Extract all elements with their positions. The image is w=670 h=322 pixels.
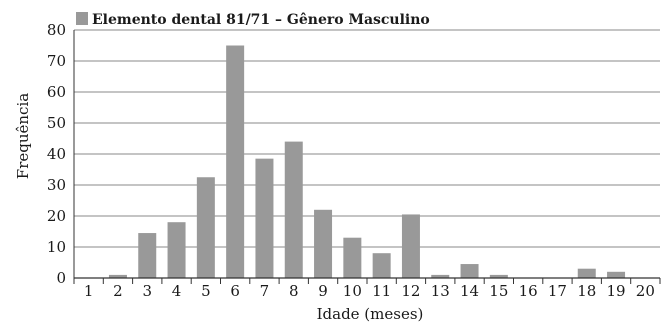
y-axis-title: Frequência: [14, 93, 32, 179]
bar: [489, 274, 508, 278]
y-tick-label: 60: [47, 83, 66, 101]
x-tick-label: 1: [84, 282, 94, 300]
legend-label: Elemento dental 81/71 – Gênero Masculino: [92, 12, 430, 28]
y-tick-label: 0: [56, 269, 66, 287]
bar: [167, 222, 186, 278]
bar: [284, 141, 303, 278]
gridlines: [74, 29, 660, 248]
x-tick-label: 17: [548, 282, 567, 300]
bar: [577, 268, 596, 278]
bar: [607, 271, 626, 278]
x-tick-label: 4: [172, 282, 182, 300]
y-tick-label: 10: [47, 238, 66, 256]
y-tick-labels: 0 10 20 30 40 50 60 70 80: [47, 21, 66, 287]
x-tick-label: 15: [489, 282, 508, 300]
x-tick-label: 6: [230, 282, 240, 300]
bar: [372, 253, 391, 278]
x-tick-label: 12: [401, 282, 420, 300]
x-tick-label: 14: [460, 282, 479, 300]
y-tick-label: 70: [47, 52, 66, 70]
x-tick-label: 2: [113, 282, 123, 300]
x-tick-label: 20: [636, 282, 655, 300]
legend: Elemento dental 81/71 – Gênero Masculino: [76, 12, 430, 28]
y-tick-label: 50: [47, 114, 66, 132]
axes: [73, 30, 661, 284]
legend-swatch: [76, 12, 88, 25]
bar: [196, 177, 215, 278]
x-tick-label: 16: [519, 282, 538, 300]
bar: [255, 158, 274, 278]
x-tick-label: 13: [431, 282, 450, 300]
bar: [431, 274, 450, 278]
y-tick-label: 40: [47, 145, 66, 163]
bar: [108, 274, 127, 278]
bars: [108, 45, 626, 278]
x-tick-label: 3: [142, 282, 152, 300]
y-tick-label: 80: [47, 21, 66, 39]
x-tick-label: 7: [260, 282, 270, 300]
bar: [401, 214, 420, 278]
x-tick-labels: 1 2 3 4 5 6 7 8 9 10 11 12 13 14 15 16 17 18 19 20: [84, 282, 655, 300]
bar: [314, 209, 333, 278]
bar: [343, 237, 362, 278]
x-tick-label: 8: [289, 282, 299, 300]
x-axis-title: Idade (meses): [317, 305, 424, 322]
bar: [226, 45, 245, 278]
y-tick-label: 30: [47, 176, 66, 194]
bar: [460, 264, 479, 278]
y-tick-label: 20: [47, 207, 66, 225]
x-tick-label: 18: [577, 282, 596, 300]
x-tick-label: 9: [318, 282, 328, 300]
x-tick-label: 19: [607, 282, 626, 300]
x-tick-label: 10: [343, 282, 362, 300]
bar: [138, 233, 157, 278]
x-tick-label: 11: [372, 282, 391, 300]
x-tick-label: 5: [201, 282, 211, 300]
